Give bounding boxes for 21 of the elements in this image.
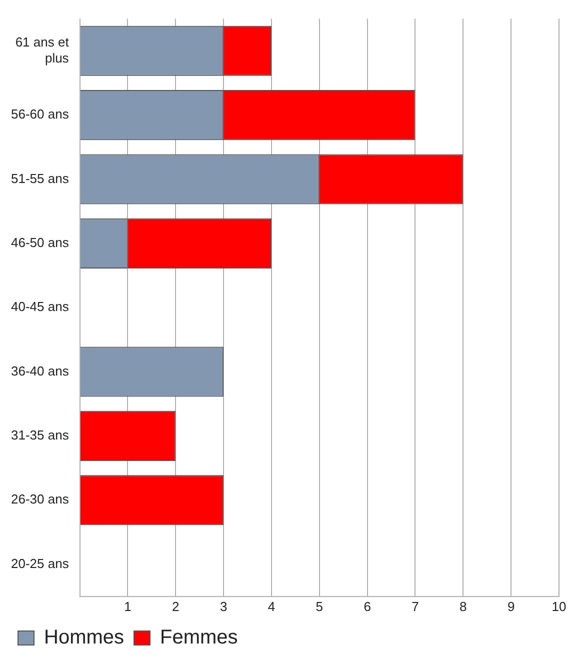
x-tick-label: 4 — [268, 598, 276, 614]
x-tick-label: 6 — [364, 598, 371, 614]
y-tick-label: 51-55 ans — [10, 170, 70, 186]
y-tick-label: 61 ans et plus — [15, 34, 70, 66]
x-tick-label: 1 — [124, 598, 132, 614]
x-tick-label: 8 — [460, 598, 467, 614]
x-tick-label: 9 — [507, 598, 515, 614]
x-tick-label: 7 — [412, 598, 419, 614]
x-tick-label: 5 — [316, 598, 324, 614]
legend-label: Femmes — [160, 626, 238, 649]
x-tick-label: 2 — [172, 598, 180, 614]
legend-label: Hommes — [44, 626, 124, 649]
y-tick-label: 40-45 ans — [10, 299, 70, 314]
y-tick-label: 20-25 ans — [10, 556, 70, 571]
x-tick-label: 3 — [220, 598, 228, 614]
y-tick-label: 56-60 ans — [10, 106, 70, 122]
y-tick-label: 31-35 ans — [10, 428, 70, 443]
y-tick-label: 26-30 ans — [10, 492, 70, 507]
y-tick-label: 36-40 ans — [10, 363, 70, 378]
y-tick-label: 46-50 ans — [10, 235, 70, 250]
x-tick-label: 10 — [552, 598, 566, 614]
